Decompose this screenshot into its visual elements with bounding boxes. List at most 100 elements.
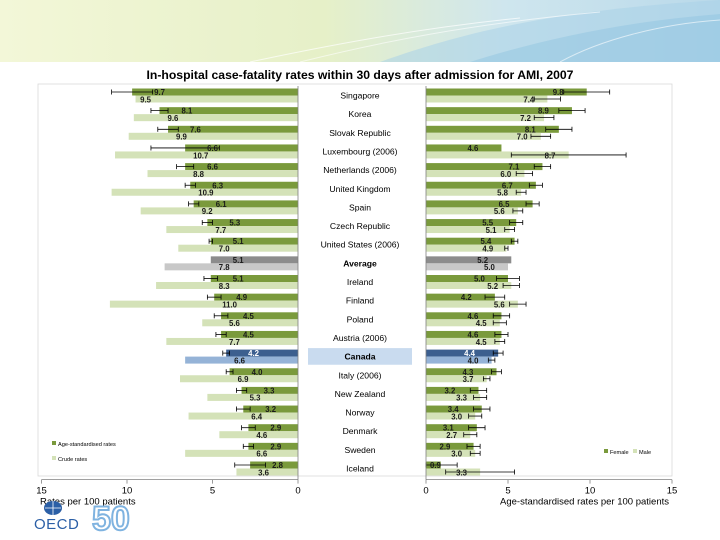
bar-female-average	[426, 256, 512, 264]
label-male-united-kingdom: 5.8	[497, 189, 509, 198]
bar-age-standardised-netherlands-2006	[185, 163, 298, 171]
label-crude-netherlands-2006: 8.8	[193, 170, 205, 179]
chart-title: In-hospital case-fatality rates within 3…	[147, 68, 574, 82]
bar-male-finland	[426, 300, 518, 308]
bar-male-slovak-republic	[426, 132, 541, 140]
canada-highlight-band	[308, 348, 412, 365]
label-male-spain: 5.6	[494, 207, 506, 216]
label-male-new-zealand: 3.3	[456, 394, 468, 403]
label-male-united-states-2006: 4.9	[482, 245, 494, 254]
bar-female-denmark	[426, 424, 477, 432]
bar-male-luxembourg-2006	[426, 151, 569, 159]
label-age-standardised-czech-republic: 5.3	[229, 219, 241, 228]
label-female-denmark: 3.1	[443, 424, 455, 433]
bar-crude-netherlands-2006	[147, 170, 298, 178]
bar-age-standardised-united-states-2006	[210, 237, 298, 245]
bar-age-standardised-finland	[214, 293, 298, 301]
category-label-luxembourg-2006: Luxembourg (2006)	[322, 146, 397, 156]
bar-age-standardised-new-zealand	[241, 386, 298, 394]
label-male-singapore: 7.4	[523, 95, 535, 104]
label-female-slovak-republic: 8.1	[525, 125, 537, 134]
category-label-netherlands-2006: Netherlands (2006)	[323, 165, 397, 175]
bar-age-standardised-luxembourg-2006	[185, 144, 298, 152]
label-male-luxembourg-2006: 8.7	[545, 151, 556, 160]
label-age-standardised-average: 5.1	[233, 256, 245, 265]
bar-age-standardised-italy-2006	[229, 368, 298, 376]
label-female-canada: 4.4	[464, 349, 476, 358]
right-tick-label-15: 15	[667, 486, 678, 497]
legend-swatch-female	[604, 449, 608, 453]
bar-male-netherlands-2006	[426, 170, 525, 178]
label-crude-spain: 9.2	[202, 207, 214, 216]
category-label-canada: Canada	[344, 352, 375, 362]
label-male-sweden: 3.0	[451, 450, 463, 459]
bar-female-slovak-republic	[426, 125, 559, 133]
bar-crude-italy-2006	[180, 375, 298, 383]
bar-male-united-kingdom	[426, 188, 522, 196]
label-crude-united-kingdom: 10.9	[198, 189, 214, 198]
legend-label-crude: Crude rates	[58, 457, 87, 463]
label-female-united-kingdom: 6.7	[502, 181, 513, 190]
label-age-standardised-slovak-republic: 7.6	[190, 125, 202, 134]
bar-age-standardised-united-kingdom	[190, 181, 298, 189]
label-crude-slovak-republic: 9.9	[176, 133, 188, 142]
category-label-united-states-2006: United States (2006)	[321, 240, 400, 250]
label-crude-finland: 11.0	[222, 300, 237, 309]
label-crude-iceland: 3.6	[258, 468, 270, 477]
label-age-standardised-united-kingdom: 6.3	[212, 181, 224, 190]
category-label-finland: Finland	[346, 296, 374, 306]
label-male-netherlands-2006: 6.0	[500, 170, 512, 179]
bar-age-standardised-austria-2006	[221, 330, 298, 338]
label-male-korea: 7.2	[520, 114, 532, 123]
bar-male-denmark	[426, 431, 471, 439]
left-tick-label-0: 0	[295, 486, 300, 497]
bar-crude-sweden	[185, 449, 298, 457]
bar-male-korea	[426, 114, 545, 122]
label-crude-canada: 6.6	[234, 356, 246, 365]
label-male-finland: 5.6	[494, 300, 506, 309]
category-label-korea: Korea	[349, 109, 372, 119]
bar-female-united-kingdom	[426, 181, 536, 189]
oecd-50-logo	[34, 500, 134, 536]
label-crude-czech-republic: 7.7	[215, 226, 226, 235]
label-male-canada: 4.0	[468, 356, 480, 365]
category-label-iceland: Iceland	[346, 464, 374, 474]
label-female-finland: 4.2	[461, 293, 473, 302]
anniversary-logo-text: 50	[91, 500, 131, 538]
bar-male-ireland	[426, 282, 512, 289]
label-female-sweden: 2.9	[440, 442, 452, 451]
bar-crude-new-zealand	[207, 393, 298, 401]
bar-male-singapore	[426, 95, 548, 103]
label-male-norway: 3.0	[451, 412, 463, 421]
category-label-slovak-republic: Slovak Republic	[329, 128, 391, 138]
bar-crude-finland	[109, 300, 299, 308]
label-age-standardised-norway: 3.2	[265, 405, 277, 414]
label-age-standardised-denmark: 2.9	[270, 424, 282, 433]
label-crude-austria-2006: 7.7	[229, 338, 240, 347]
bar-crude-poland	[202, 319, 298, 327]
category-label-poland: Poland	[347, 314, 374, 324]
category-label-sweden: Sweden	[344, 445, 375, 455]
label-male-average: 5.0	[484, 263, 496, 272]
label-female-new-zealand: 3.2	[444, 386, 456, 395]
bar-age-standardised-spain	[193, 200, 298, 208]
label-age-standardised-iceland: 2.8	[272, 461, 284, 470]
category-label-new-zealand: New Zealand	[335, 389, 386, 399]
bar-crude-ireland	[156, 282, 298, 289]
label-crude-new-zealand: 5.3	[250, 394, 262, 403]
label-age-standardised-austria-2006: 4.5	[243, 330, 255, 339]
label-crude-average: 7.8	[219, 263, 231, 272]
label-age-standardised-new-zealand: 3.3	[264, 386, 276, 395]
legend-label-female: Female	[610, 450, 629, 456]
bar-crude-iceland	[236, 468, 298, 476]
label-male-iceland: 3.3	[456, 468, 468, 477]
bar-crude-canada	[185, 356, 298, 364]
bar-male-spain	[426, 207, 518, 215]
chart-frame	[37, 83, 673, 477]
legend-swatch-male	[633, 449, 637, 453]
bar-male-austria-2006	[426, 337, 500, 345]
legend-label-age-standardised: Age-standardised rates	[58, 442, 116, 448]
bar-age-standardised-sweden	[248, 442, 298, 450]
bar-female-sweden	[426, 442, 474, 450]
